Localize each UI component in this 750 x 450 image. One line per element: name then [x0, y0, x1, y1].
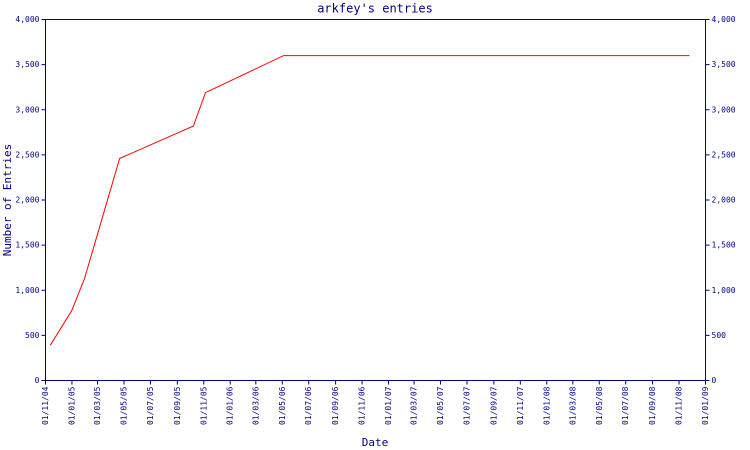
x-tick-label: 01/01/08 [542, 386, 551, 425]
x-tick-label: 01/01/05 [67, 386, 76, 425]
x-tick-label: 01/09/06 [331, 386, 340, 425]
x-tick-label: 01/09/08 [648, 386, 657, 425]
x-tick-label: 01/07/06 [304, 386, 313, 425]
x-tick-label: 01/01/06 [226, 386, 235, 425]
x-tick-label: 01/01/09 [701, 386, 710, 425]
x-tick-label: 01/07/08 [621, 386, 630, 425]
x-tick-label: 01/03/07 [410, 386, 419, 425]
y2-tick-label: 3,500 [712, 60, 736, 69]
y2-tick-label: 4,000 [712, 15, 736, 24]
data-line [49, 55, 690, 346]
y2-tick-label: 2,000 [712, 196, 736, 205]
plot-frame [45, 19, 706, 381]
y2-tick-label: 2,500 [712, 150, 736, 159]
x-axis-label: Date [362, 436, 389, 449]
y2-tick-label: 3,000 [712, 105, 736, 114]
y-tick-label: 1,500 [15, 241, 39, 250]
y2-tick-label: 1,000 [712, 286, 736, 295]
y-tick-label: 4,000 [15, 15, 39, 24]
x-tick-label: 01/11/05 [199, 386, 208, 425]
x-tick-label: 01/05/05 [119, 386, 128, 425]
x-tick-label: 01/11/07 [516, 386, 525, 425]
y-axis-label: Number of Entries [1, 144, 14, 257]
x-tick-label: 01/01/07 [384, 386, 393, 425]
x-tick-label: 01/11/04 [41, 386, 50, 425]
y-tick-label: 0 [35, 376, 40, 385]
y-tick-label: 500 [25, 331, 40, 340]
y2-tick-label: 0 [712, 376, 717, 385]
y-tick-label: 2,000 [15, 196, 39, 205]
x-tick-label: 01/11/06 [358, 386, 367, 425]
y-tick-label: 3,500 [15, 60, 39, 69]
y-tick-label: 1,000 [15, 286, 39, 295]
y-tick-label: 2,500 [15, 150, 39, 159]
y2-tick-label: 1,500 [712, 241, 736, 250]
x-tick-label: 01/09/05 [173, 386, 182, 425]
x-tick-label: 01/05/07 [436, 386, 445, 425]
x-tick-label: 01/07/07 [462, 386, 471, 425]
x-tick-label: 01/07/05 [146, 386, 155, 425]
x-tick-label: 01/09/07 [489, 386, 498, 425]
x-tick-label: 01/05/08 [595, 386, 604, 425]
x-tick-label: 01/03/05 [93, 386, 102, 425]
x-tick-label: 01/03/06 [251, 386, 260, 425]
y-tick-label: 3,000 [15, 105, 39, 114]
chart-title: arkfey's entries [317, 2, 433, 16]
x-tick-label: 01/03/08 [568, 386, 577, 425]
y2-tick-label: 500 [712, 331, 727, 340]
x-tick-label: 01/11/08 [675, 386, 684, 425]
x-tick-label: 01/05/06 [278, 386, 287, 425]
